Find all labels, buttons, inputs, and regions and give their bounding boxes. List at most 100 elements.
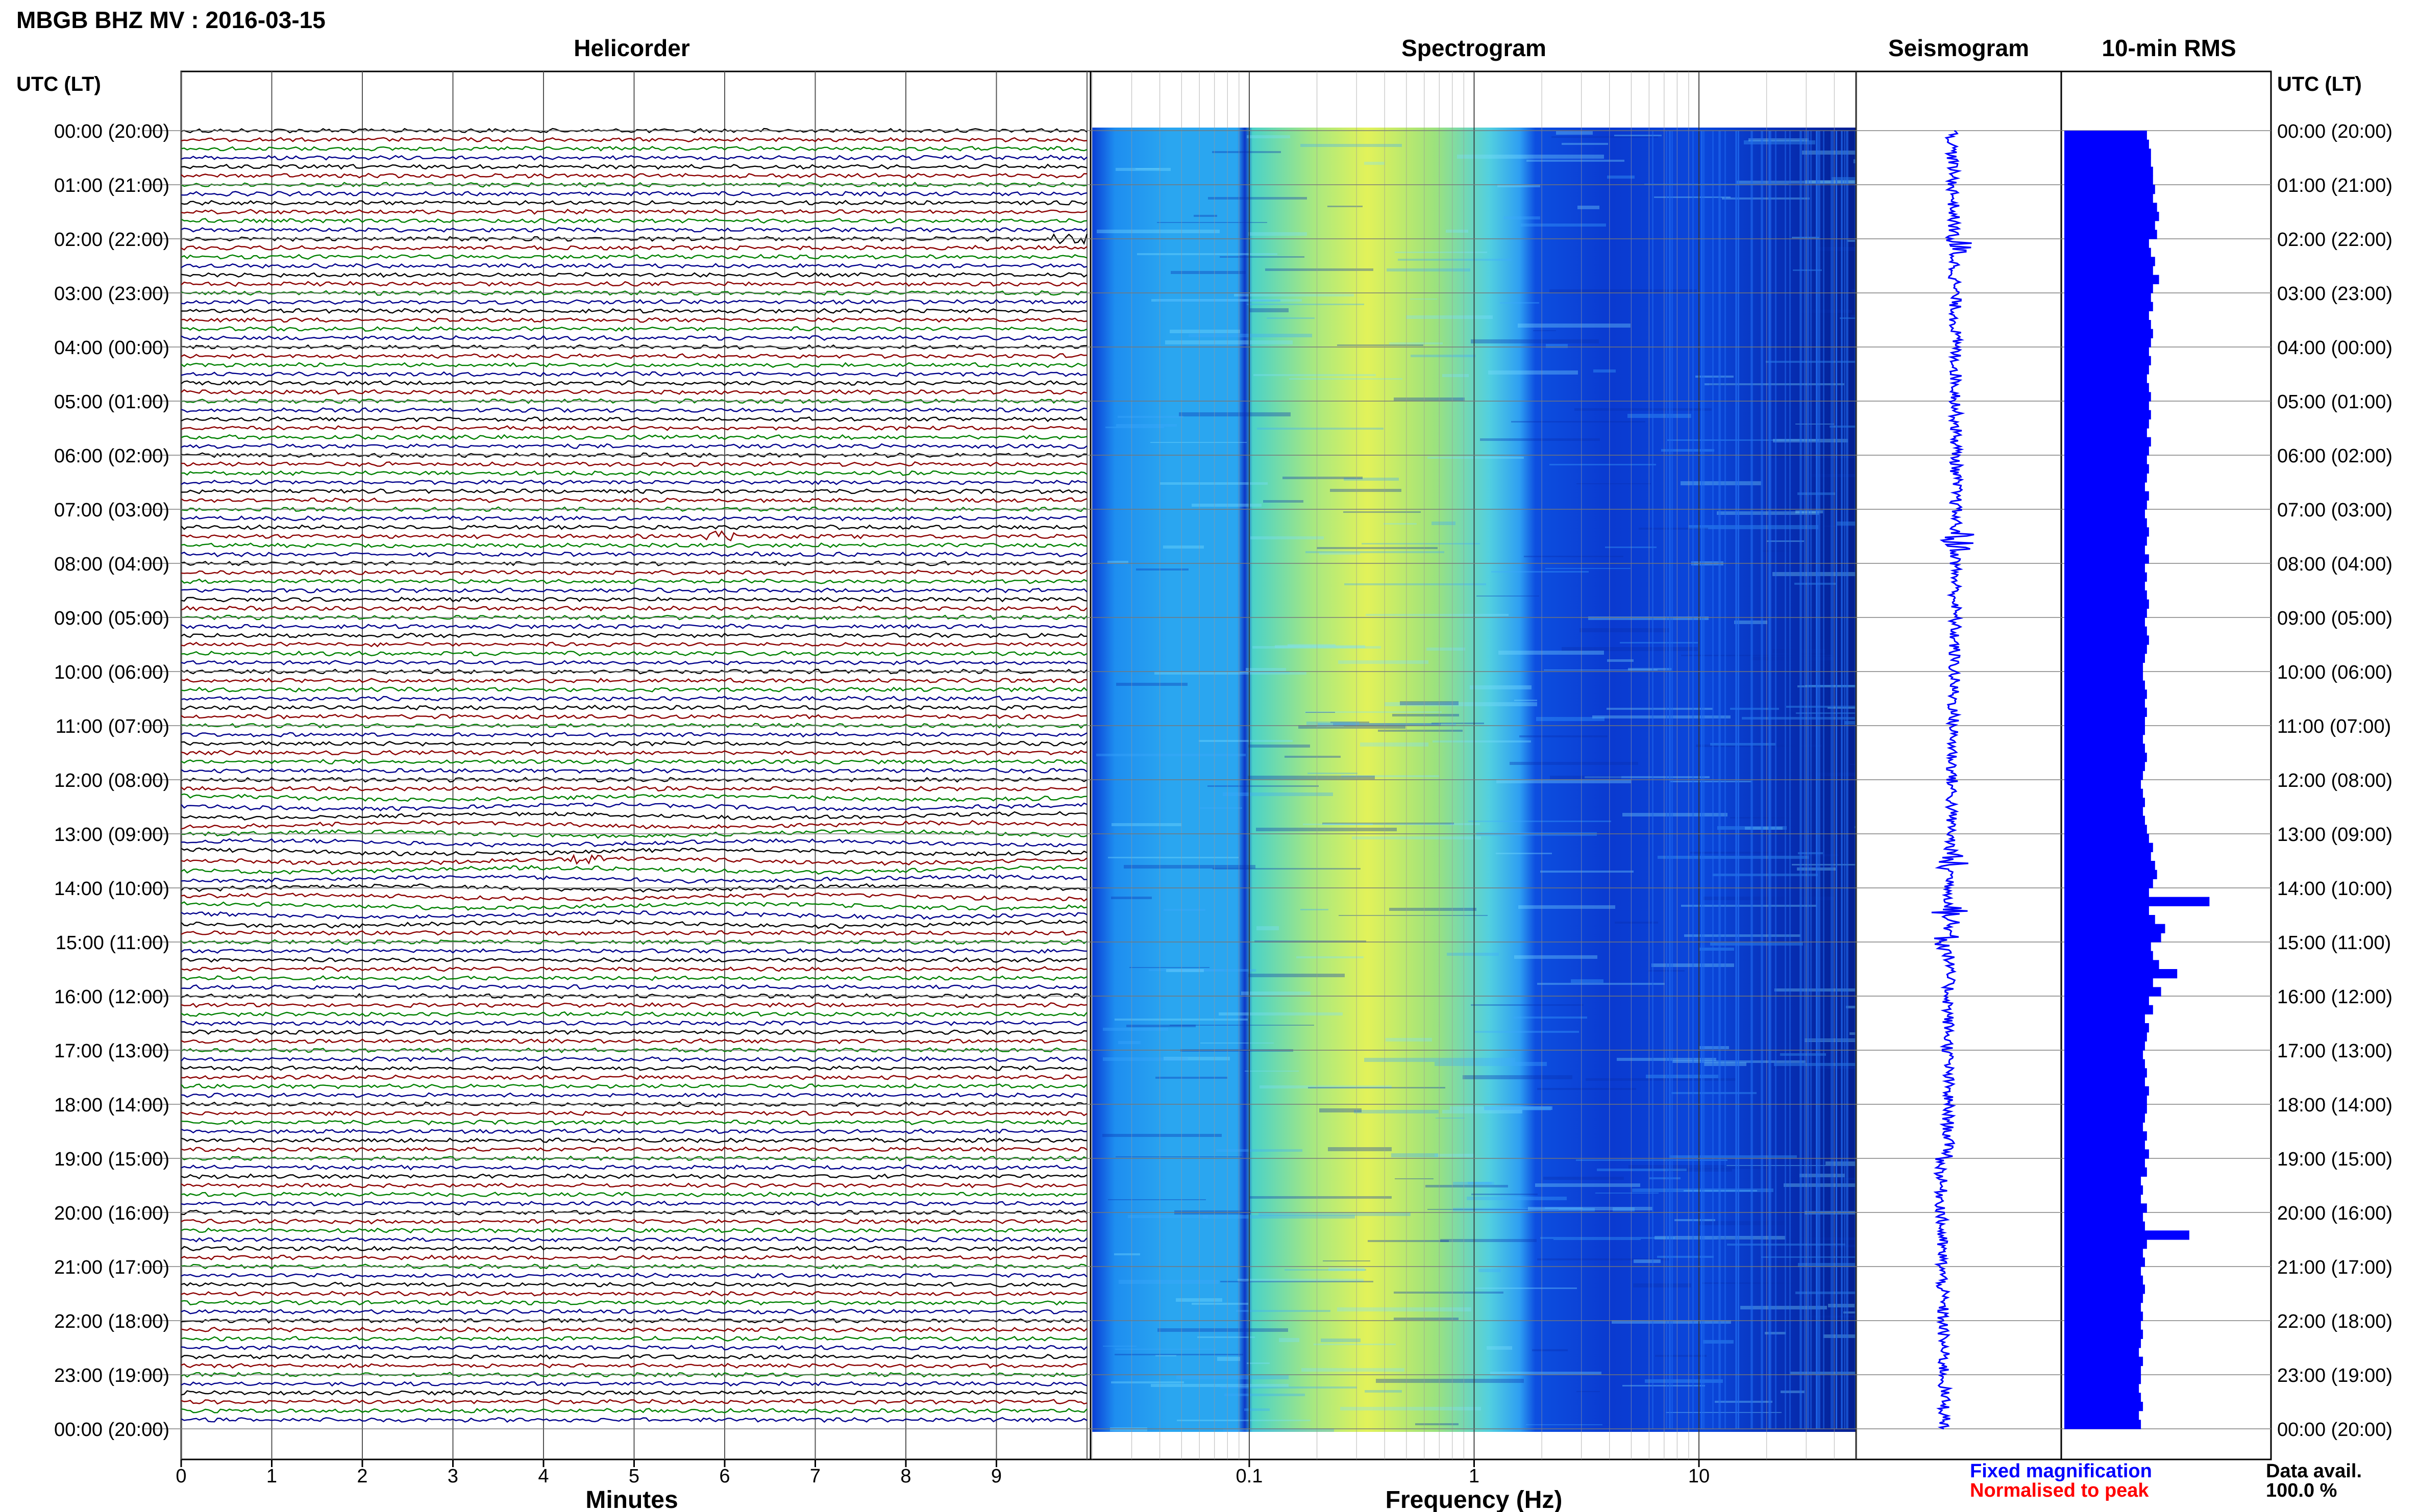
time-label-left: 17:00 (13:00)	[54, 1040, 169, 1062]
rms-bar	[2064, 1284, 2145, 1294]
helicorder-trace-row	[181, 1029, 1088, 1035]
helicorder-trace-row	[181, 793, 1088, 802]
rms-bar	[2064, 815, 2145, 825]
spectrogram-texture	[1524, 556, 1623, 557]
helicorder-trace-row	[181, 597, 1088, 603]
rms-bar	[2064, 599, 2149, 609]
helicorder-trace-row	[181, 919, 1088, 929]
helicorder-trace-row	[181, 163, 1088, 170]
helicorder-trace-row	[181, 1200, 1088, 1206]
helicorder-trace-row	[181, 740, 1088, 747]
spectrogram-texture	[1545, 1207, 1583, 1209]
spectrogram-texture	[1136, 168, 1159, 169]
rms-bar	[2064, 536, 2147, 546]
helicorder-trace-row	[181, 515, 1088, 522]
rms-bar	[2064, 1275, 2143, 1285]
spectrogram-texture	[1543, 1177, 1624, 1180]
helicorder-trace-row	[181, 587, 1088, 593]
helicorder-trace-row	[181, 1011, 1088, 1018]
helicorder-trace-row	[181, 326, 1088, 332]
rms-bar	[2064, 1131, 2147, 1141]
spectrogram-texture	[1192, 1303, 1248, 1305]
helicorder-trace-row	[181, 218, 1088, 224]
rms-bar	[2064, 1113, 2145, 1123]
spectrogram-texture	[1442, 1110, 1522, 1113]
helicorder-trace-row	[181, 1381, 1088, 1387]
spectrogram-texture	[1774, 988, 1856, 992]
spectrogram-texture	[1574, 408, 1712, 411]
time-label-right: 07:00 (03:00)	[2277, 500, 2392, 521]
spectrogram-texture	[1321, 1339, 1361, 1342]
spectrogram-texture	[1699, 1046, 1729, 1049]
helicorder-trace-row	[181, 1390, 1088, 1396]
spectrogram-texture	[1170, 1025, 1314, 1026]
helicorder-trace-row	[181, 1354, 1088, 1360]
spectrogram-texture	[1696, 745, 1822, 747]
spectrogram-texture	[1772, 649, 1825, 653]
spectrogram-texture	[1807, 854, 1838, 856]
rms-bar	[2064, 645, 2147, 654]
spectrogram-texture	[1674, 1219, 1715, 1221]
helicorder-trace-row	[181, 425, 1088, 431]
helicorder-trace-row	[181, 802, 1088, 812]
spectrogram-texture	[1794, 583, 1836, 585]
rms-bar	[2064, 590, 2147, 600]
time-label-right: 18:00 (14:00)	[2277, 1095, 2392, 1116]
spectrogram-texture	[1330, 722, 1369, 723]
rms-bar	[2064, 870, 2157, 879]
spectrogram-texture	[1666, 1412, 1782, 1413]
rms-bar	[2064, 338, 2151, 348]
spectrogram-texture	[1114, 1253, 1140, 1255]
spectrogram-texture	[1442, 374, 1469, 377]
spectrogram-texture	[1478, 1269, 1501, 1272]
rms-bar	[2064, 581, 2145, 591]
rms-bar	[2064, 1420, 2141, 1429]
spectrogram-texture	[1199, 740, 1293, 742]
spectrogram-texture	[1769, 1067, 1856, 1069]
spectrogram-texture	[1323, 824, 1373, 825]
spectrogram-texture	[1378, 730, 1463, 732]
rms-bar	[2064, 879, 2153, 888]
spectrogram-texture	[1306, 722, 1359, 725]
spectrogram-texture	[1446, 230, 1468, 233]
rms-bar	[2064, 230, 2157, 239]
spectrogram-texture	[1317, 547, 1438, 549]
spectrogram-texture	[1385, 702, 1537, 706]
helicorder-trace-row	[181, 479, 1088, 485]
spectrogram-texture	[1322, 823, 1454, 825]
spectrogram-texture	[1645, 1379, 1723, 1383]
spectrogram-texture	[1344, 478, 1399, 481]
spectrogram-texture	[1192, 504, 1262, 507]
spectrogram-texture	[1394, 398, 1465, 401]
spectrogram-texture	[1314, 1344, 1396, 1345]
spectrogram-texture	[1484, 1106, 1551, 1110]
spectrogram-texture	[1250, 1196, 1392, 1199]
time-label-left: 10:00 (06:00)	[54, 662, 169, 683]
spectrogram-texture	[1550, 776, 1621, 779]
spectrogram-texture	[1289, 378, 1402, 380]
rms-bar	[2064, 1176, 2141, 1186]
spectrogram-texture	[1224, 1394, 1305, 1396]
rms-bar	[2064, 1375, 2141, 1384]
spectrogram-texture	[1797, 1178, 1856, 1180]
helicorder-trace-row	[181, 767, 1088, 774]
spectrogram-texture	[1585, 776, 1710, 778]
spectrogram-texture	[1476, 596, 1539, 597]
rms-bar	[2064, 825, 2147, 834]
spectrogram-texture	[1352, 836, 1481, 839]
spectrogram-texture	[1537, 1088, 1636, 1090]
helicorder-trace-row	[181, 854, 1088, 866]
rms-bar	[2064, 437, 2151, 447]
helicorder-trace-row	[181, 1146, 1088, 1153]
spectrogram-texture	[1468, 821, 1611, 822]
spectrogram-texture	[1248, 974, 1345, 977]
time-label-right: 23:00 (19:00)	[2277, 1365, 2392, 1386]
spectrogram-texture	[1576, 1159, 1727, 1161]
rms-bar	[2064, 1041, 2145, 1051]
spectrogram-texture	[1526, 1424, 1602, 1425]
rms-bar	[2064, 482, 2145, 492]
spectrogram-texture	[1163, 546, 1204, 549]
spectrogram-texture	[1308, 1087, 1445, 1088]
spectrogram-texture	[1328, 1147, 1392, 1151]
spectrogram-texture	[1579, 628, 1670, 632]
